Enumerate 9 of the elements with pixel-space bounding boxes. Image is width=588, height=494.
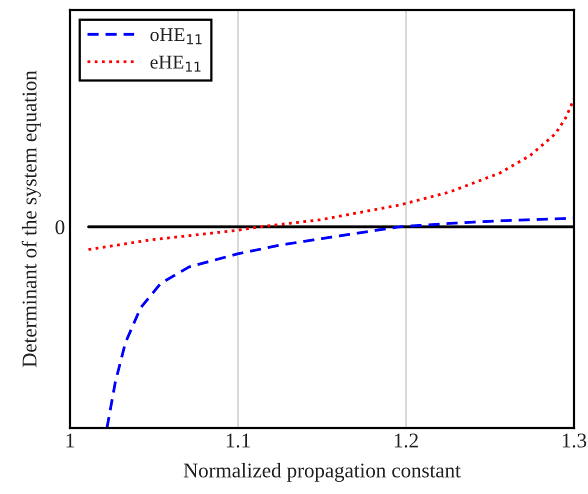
ref-line-label: 0 <box>56 220 64 234</box>
x-tick-label: 1.1 <box>226 434 250 448</box>
legend-label: eHE$_{11}$ <box>150 56 201 72</box>
y-axis-title: Determinant of the system equation <box>22 70 41 368</box>
x-tick-label: 1 <box>66 434 74 448</box>
x-tick-label: 1.2 <box>394 434 418 448</box>
x-tick-label: 1.3 <box>562 434 586 448</box>
x-axis-title: Normalized propagation constant <box>184 462 461 482</box>
legend-label: oHE$_{11}$ <box>150 28 202 44</box>
